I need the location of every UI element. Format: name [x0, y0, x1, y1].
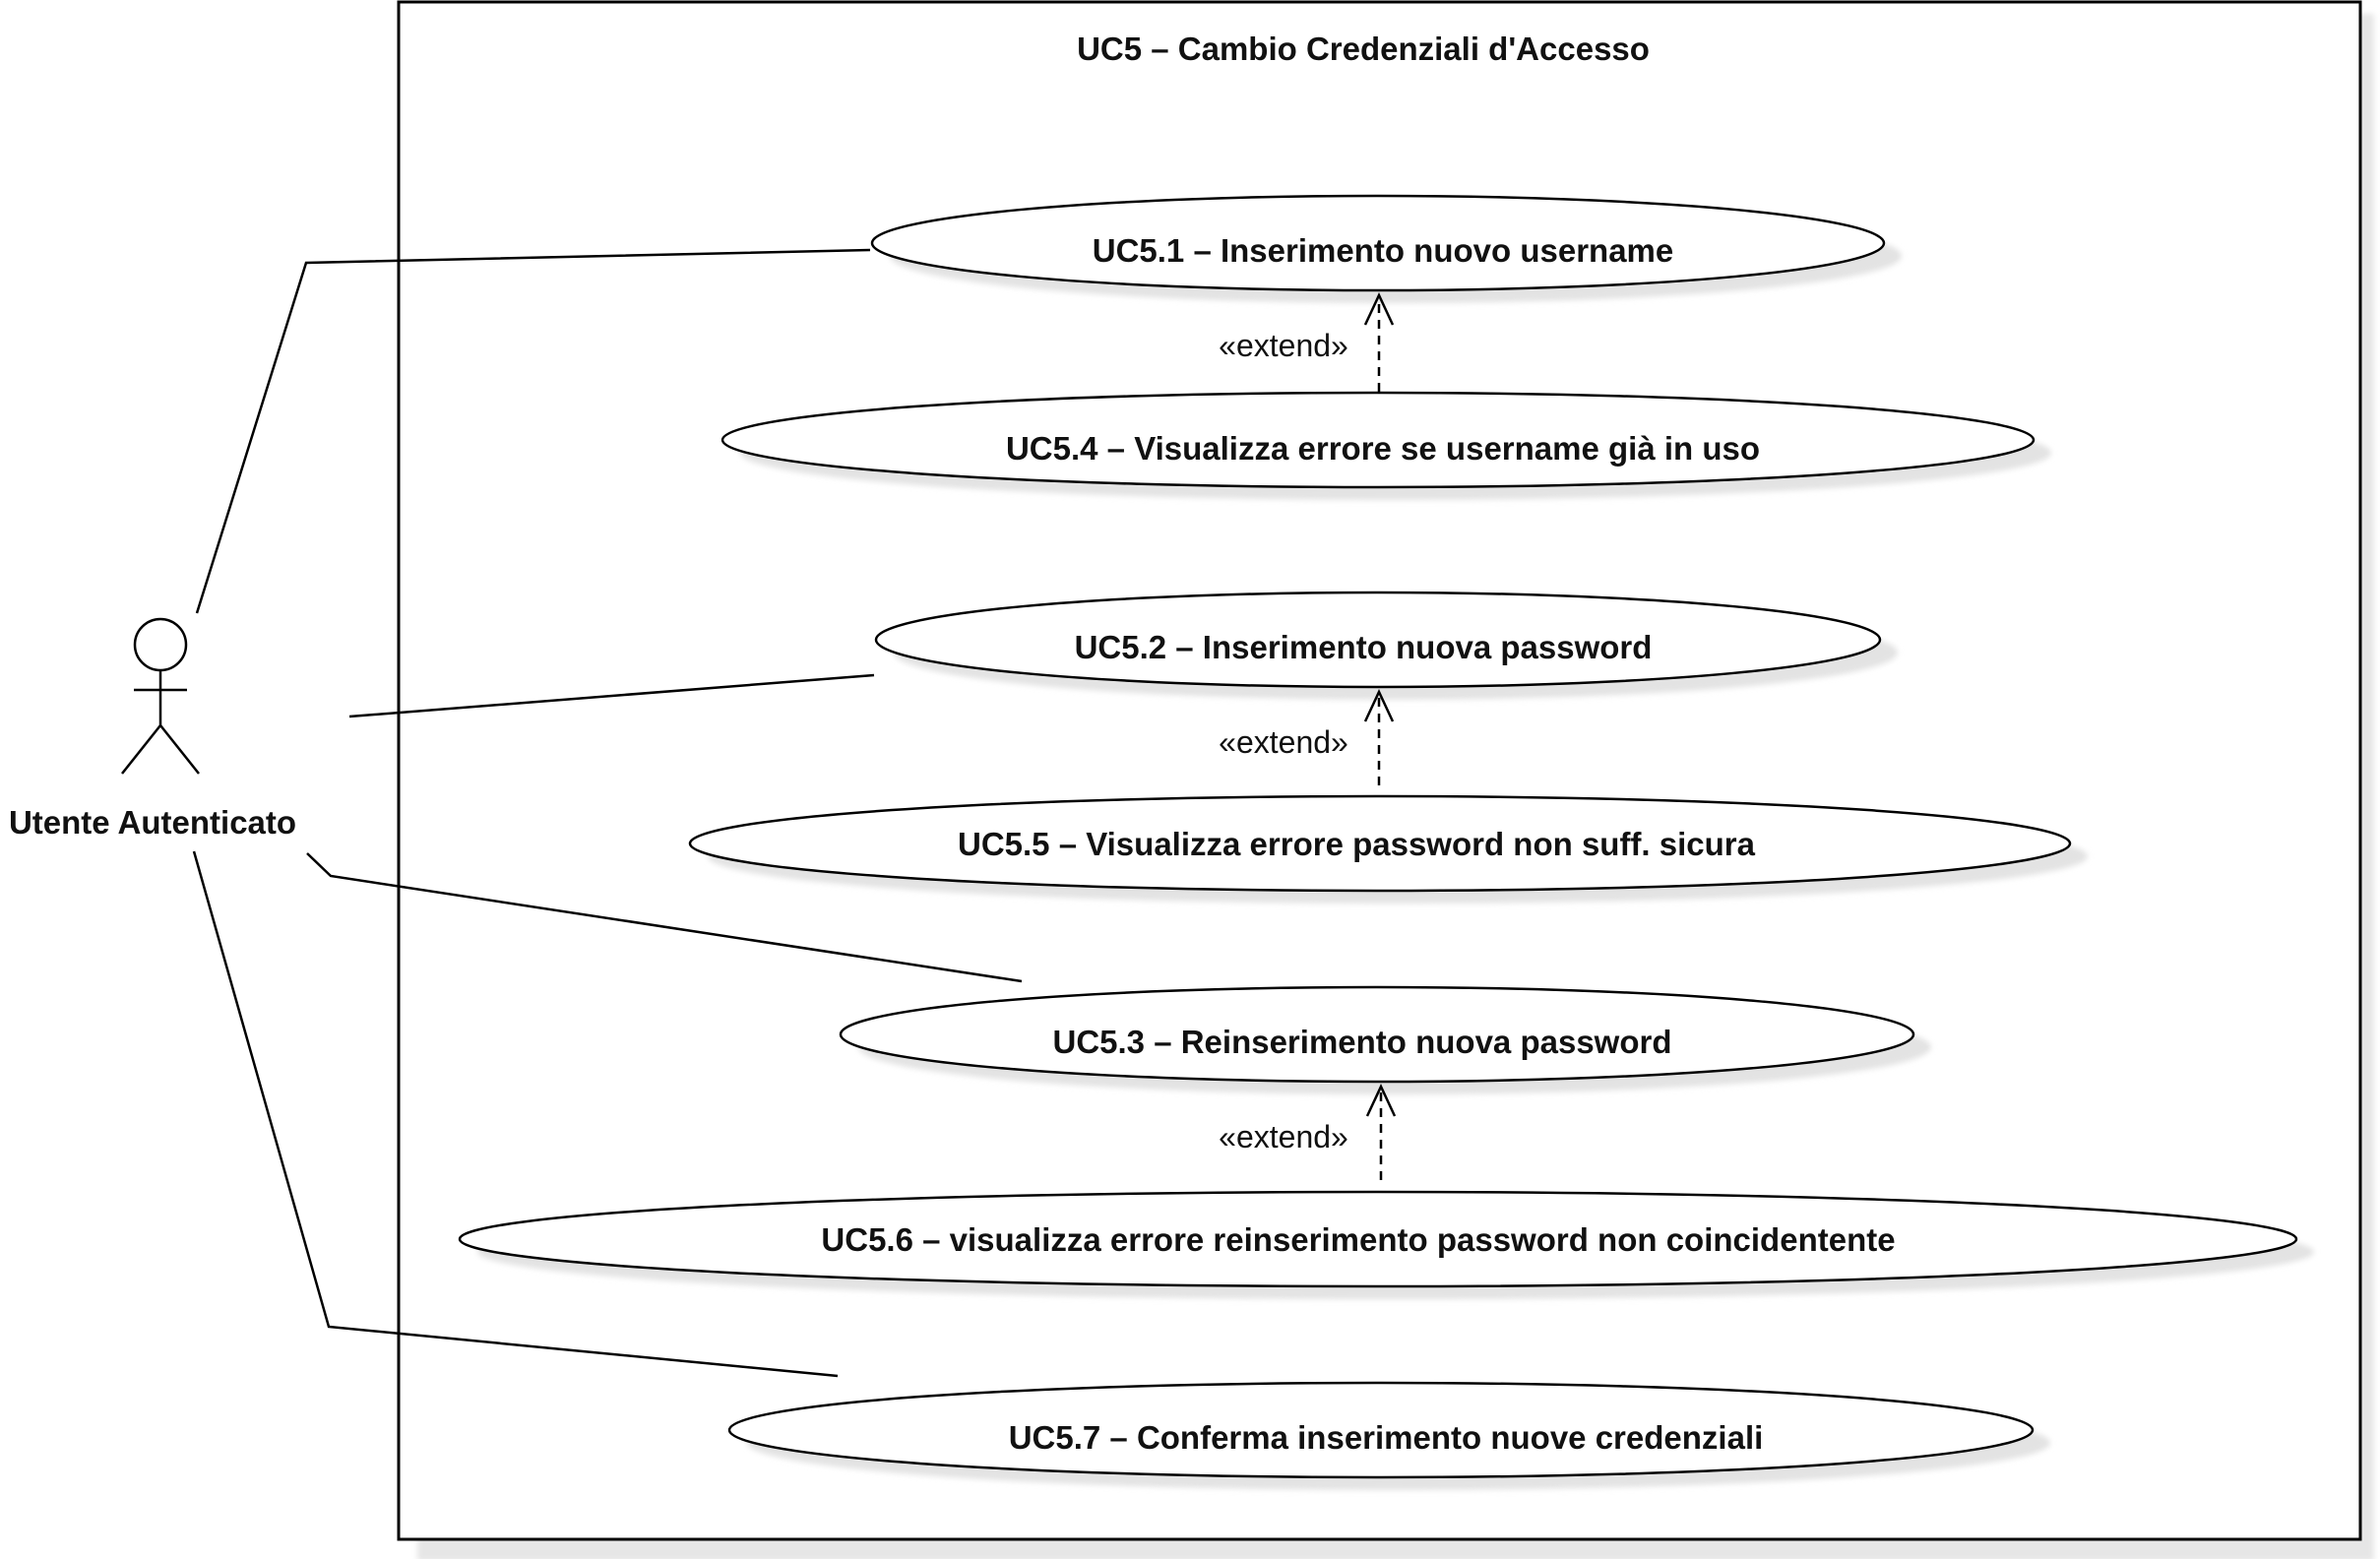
- system-title: UC5 – Cambio Credenziali d'Accesso: [1077, 31, 1650, 67]
- use-case-label: UC5.3 – Reinserimento nuova password: [1052, 1024, 1671, 1060]
- use-case-uc5-6[interactable]: UC5.6 – visualizza errore reinserimento …: [458, 1190, 2314, 1299]
- use-case-uc5-7[interactable]: UC5.7 – Conferma inserimento nuove crede…: [727, 1381, 2050, 1490]
- actor-head: [133, 617, 188, 672]
- use-case-uc5-4[interactable]: UC5.4 – Visualizza errore se username gi…: [720, 391, 2051, 500]
- use-case-label: UC5.7 – Conferma inserimento nuove crede…: [1009, 1419, 1764, 1456]
- use-case-uc5-3[interactable]: UC5.3 – Reinserimento nuova password: [839, 985, 1931, 1094]
- association-line-uc5-3: [306, 852, 1023, 983]
- extend-relation-uc5-5-to-uc5-2: «extend»: [1219, 689, 1395, 785]
- association-line-uc5-2: [348, 673, 875, 718]
- actor-right-leg: [159, 724, 200, 775]
- association-line-uc5-7: [192, 850, 839, 1378]
- extend-relation-uc5-4-to-uc5-1: «extend»: [1219, 292, 1395, 392]
- extend-relation-uc5-6-to-uc5-3: «extend»: [1219, 1084, 1397, 1180]
- actor-figure[interactable]: [121, 617, 200, 775]
- use-case-label: UC5.5 – Visualizza errore password non s…: [958, 826, 1756, 862]
- use-case-uc5-2[interactable]: UC5.2 – Inserimento nuova password: [874, 591, 1898, 700]
- actor-name: Utente Autenticato: [9, 804, 296, 841]
- use-case-label: UC5.4 – Visualizza errore se username gi…: [1006, 430, 1760, 467]
- actor-left-leg: [121, 724, 161, 775]
- use-case-label: UC5.1 – Inserimento nuovo username: [1093, 232, 1674, 269]
- association-line-uc5-1: [195, 248, 871, 614]
- extend-label: «extend»: [1219, 724, 1348, 760]
- use-case-label: UC5.6 – visualizza errore reinserimento …: [821, 1221, 1895, 1258]
- use-case-uc5-1[interactable]: UC5.1 – Inserimento nuovo username: [870, 194, 1902, 303]
- extend-label: «extend»: [1219, 1119, 1348, 1154]
- use-case-uc5-5[interactable]: UC5.5 – Visualizza errore password non s…: [688, 794, 2088, 904]
- extend-label: «extend»: [1219, 328, 1348, 363]
- use-case-label: UC5.2 – Inserimento nuova password: [1075, 629, 1653, 665]
